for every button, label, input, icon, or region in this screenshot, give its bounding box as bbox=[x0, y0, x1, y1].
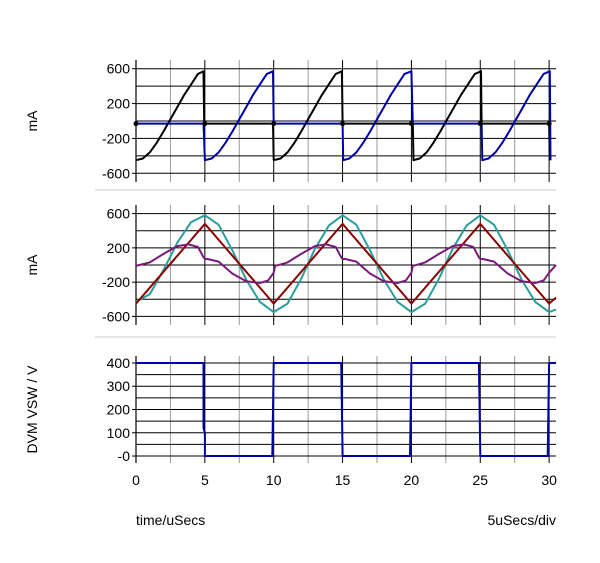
data-point-marker bbox=[408, 121, 414, 127]
plot-panel-2: 600 200 -200 -600 mA bbox=[24, 205, 557, 325]
plot-panel-3: 400 300 200 100 -0 DVM VSW / V 0 5 10 15 20 25 30 bbox=[24, 355, 557, 488]
y-axis-title: mA bbox=[24, 254, 40, 276]
data-point-marker bbox=[340, 121, 346, 127]
y-tick-label: 600 bbox=[107, 61, 131, 77]
series-line-1 bbox=[136, 362, 556, 457]
series-line-1 bbox=[135, 214, 557, 314]
x-tick-label: 20 bbox=[404, 472, 420, 488]
y-tick-label: 200 bbox=[107, 240, 131, 256]
series-line-1 bbox=[135, 70, 551, 162]
y-tick-label: 600 bbox=[107, 206, 131, 222]
data-point-marker bbox=[133, 121, 139, 127]
data-point-marker bbox=[546, 121, 552, 127]
x-tick-label: 5 bbox=[201, 472, 209, 488]
data-point-marker bbox=[477, 121, 483, 127]
x-tick-label: 30 bbox=[541, 472, 557, 488]
y-tick-label: 100 bbox=[107, 425, 131, 441]
plot-panel-1: 600 200 -200 -600 mA bbox=[24, 60, 556, 182]
x-tick-label: 0 bbox=[132, 472, 140, 488]
data-point-marker bbox=[271, 121, 277, 127]
x-tick-label: 25 bbox=[472, 472, 488, 488]
y-axis-title: mA bbox=[24, 110, 40, 132]
x-tick-label: 10 bbox=[266, 472, 282, 488]
y-tick-label: -600 bbox=[102, 308, 130, 324]
y-tick-label: -0 bbox=[118, 448, 131, 464]
series-line-2 bbox=[135, 222, 557, 305]
y-tick-label: -600 bbox=[102, 165, 130, 181]
y-tick-label: 300 bbox=[107, 378, 131, 394]
series-line-3 bbox=[135, 243, 557, 284]
y-tick-label: 400 bbox=[107, 355, 131, 371]
series-line-2 bbox=[136, 70, 552, 162]
y-axis-title: DVM VSW / V bbox=[24, 365, 40, 454]
scale-label: 5uSecs/div bbox=[488, 512, 556, 528]
y-tick-label: -200 bbox=[102, 130, 130, 146]
x-axis-label: time/uSecs bbox=[136, 512, 205, 528]
y-tick-label: 200 bbox=[107, 96, 131, 112]
data-point-marker bbox=[202, 121, 208, 127]
y-tick-label: -200 bbox=[102, 274, 130, 290]
y-tick-label: 200 bbox=[107, 402, 131, 418]
x-tick-label: 15 bbox=[335, 472, 351, 488]
